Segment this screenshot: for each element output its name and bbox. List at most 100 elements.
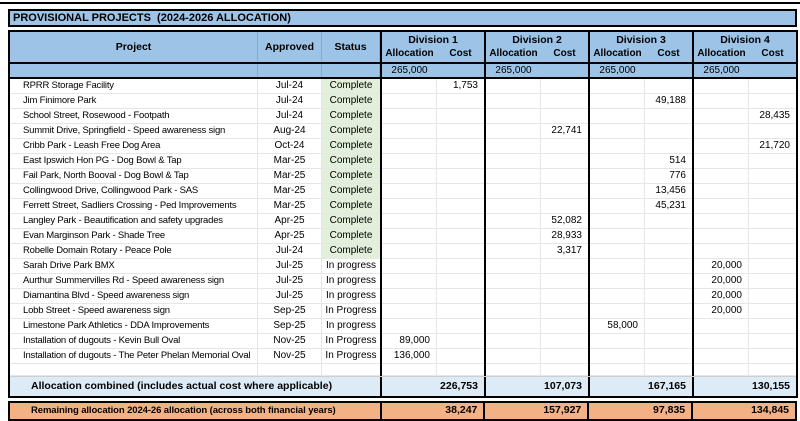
division-2-cost-cell[interactable] bbox=[541, 184, 588, 199]
division-3-allocation-cell[interactable]: 58,000 bbox=[590, 319, 645, 334]
division-2-cost-cell[interactable] bbox=[541, 139, 588, 154]
division-3-cost-subheader[interactable]: Cost bbox=[657, 48, 680, 59]
division-4-allocation-cell[interactable] bbox=[694, 244, 749, 259]
division-2-cost-cell[interactable] bbox=[541, 169, 588, 184]
division-2-allocation-cell[interactable] bbox=[486, 244, 541, 259]
division-1-allocation-cell[interactable] bbox=[382, 199, 437, 214]
project-name-cell[interactable]: Lobb Street - Speed awareness sign bbox=[10, 304, 258, 319]
division-2-cost-subheader[interactable]: Cost bbox=[553, 48, 576, 59]
division-2-allocation-subheader[interactable]: Allocation bbox=[489, 48, 538, 59]
division-3-cost-cell[interactable] bbox=[645, 289, 692, 304]
division-3-allocation-cell[interactable] bbox=[590, 334, 645, 349]
division-1-allocation-cell[interactable] bbox=[382, 304, 437, 319]
division-1-cost-cell[interactable]: 1,753 bbox=[437, 79, 484, 94]
division-2-allocation-cell[interactable] bbox=[486, 349, 541, 364]
division-2-allocation-cell[interactable] bbox=[486, 109, 541, 124]
division-3-allocation-cell[interactable] bbox=[590, 154, 645, 169]
division-4-base-allocation[interactable]: 265,000 bbox=[703, 65, 740, 76]
division-4-allocation-cell[interactable] bbox=[694, 184, 749, 199]
project-name-cell[interactable]: Summit Drive, Springfield - Speed awaren… bbox=[10, 124, 258, 139]
division-1-cost-cell[interactable] bbox=[437, 109, 484, 124]
division-2-base-cost[interactable] bbox=[541, 64, 588, 77]
status-cell[interactable]: In Progress bbox=[322, 334, 380, 349]
combined-value-division-1[interactable]: 226,753 bbox=[380, 377, 484, 396]
division-4-cost-cell[interactable] bbox=[749, 169, 796, 184]
status-cell[interactable]: In Progress bbox=[322, 304, 380, 319]
status-cell[interactable]: Complete bbox=[322, 229, 380, 244]
col-header-status[interactable]: Status bbox=[322, 32, 380, 62]
division-3-cost-cell[interactable] bbox=[645, 244, 692, 259]
project-name-cell[interactable]: Limestone Park Athletics - DDA Improveme… bbox=[10, 319, 258, 334]
division-1-cost-cell[interactable] bbox=[437, 349, 484, 364]
division-2-allocation-cell[interactable] bbox=[486, 214, 541, 229]
division-3-allocation-cell[interactable] bbox=[590, 274, 645, 289]
division-1-cost-cell[interactable] bbox=[437, 214, 484, 229]
division-1-allocation-cell[interactable]: 89,000 bbox=[382, 334, 437, 349]
project-name-cell[interactable]: Evan Marginson Park - Shade Tree bbox=[10, 229, 258, 244]
division-3-allocation-cell[interactable] bbox=[590, 349, 645, 364]
division-3-allocation-cell[interactable] bbox=[590, 244, 645, 259]
division-3-base-allocation[interactable]: 265,000 bbox=[599, 65, 636, 76]
approved-date-cell[interactable]: Nov-25 bbox=[258, 349, 322, 364]
status-cell[interactable]: Complete bbox=[322, 139, 380, 154]
division-3-cost-cell[interactable] bbox=[645, 349, 692, 364]
division-4-allocation-cell[interactable]: 20,000 bbox=[694, 259, 749, 274]
project-name-cell[interactable]: School Street, Rosewood - Footpath bbox=[10, 109, 258, 124]
division-2-allocation-cell[interactable] bbox=[486, 124, 541, 139]
division-3-cost-cell[interactable] bbox=[645, 259, 692, 274]
project-name-cell[interactable]: East Ipswich Hon PG - Dog Bowl & Tap bbox=[10, 154, 258, 169]
division-3-allocation-cell[interactable] bbox=[590, 79, 645, 94]
division-4-allocation-cell[interactable] bbox=[694, 94, 749, 109]
division-3-allocation-cell[interactable] bbox=[590, 289, 645, 304]
division-2-allocation-cell[interactable] bbox=[486, 94, 541, 109]
division-4-allocation-cell[interactable] bbox=[694, 214, 749, 229]
division-2-cost-cell[interactable]: 28,933 bbox=[541, 229, 588, 244]
division-1-cost-cell[interactable] bbox=[437, 124, 484, 139]
division-4-cost-cell[interactable]: 28,435 bbox=[749, 109, 796, 124]
division-4-cost-cell[interactable] bbox=[749, 79, 796, 94]
division-2-base-allocation[interactable]: 265,000 bbox=[495, 65, 532, 76]
blank-project-cell[interactable] bbox=[10, 364, 258, 376]
division-3-cost-cell[interactable] bbox=[645, 139, 692, 154]
project-name-cell[interactable]: Installation of dugouts - Kevin Bull Ova… bbox=[10, 334, 258, 349]
division-1-allocation-cell[interactable] bbox=[382, 139, 437, 154]
division-2-allocation-cell[interactable] bbox=[486, 259, 541, 274]
division-4-allocation-cell[interactable] bbox=[694, 229, 749, 244]
approved-date-cell[interactable]: Sep-25 bbox=[258, 304, 322, 319]
division-2-cost-cell[interactable] bbox=[541, 109, 588, 124]
division-1-allocation-cell[interactable] bbox=[382, 229, 437, 244]
division-4-cost-cell[interactable] bbox=[749, 199, 796, 214]
division-1-cost-cell[interactable] bbox=[437, 304, 484, 319]
division-3-allocation-cell[interactable] bbox=[590, 304, 645, 319]
division-1-allocation-cell[interactable] bbox=[382, 214, 437, 229]
status-cell[interactable]: Complete bbox=[322, 214, 380, 229]
project-name-cell[interactable]: Sarah Drive Park BMX bbox=[10, 259, 258, 274]
division-3-allocation-cell[interactable] bbox=[590, 169, 645, 184]
approved-date-cell[interactable]: Apr-25 bbox=[258, 214, 322, 229]
base-allocation-approved-cell[interactable] bbox=[258, 64, 322, 77]
division-3-allocation-cell[interactable] bbox=[590, 259, 645, 274]
division-2-allocation-cell[interactable] bbox=[486, 79, 541, 94]
project-name-cell[interactable]: Cribb Park - Leash Free Dog Area bbox=[10, 139, 258, 154]
status-cell[interactable]: In progress bbox=[322, 289, 380, 304]
division-1-cost-cell[interactable] bbox=[437, 139, 484, 154]
division-2-header[interactable]: Division 2 bbox=[512, 34, 562, 46]
approved-date-cell[interactable]: Mar-25 bbox=[258, 184, 322, 199]
division-2-allocation-cell[interactable] bbox=[486, 169, 541, 184]
division-4-allocation-cell[interactable] bbox=[694, 139, 749, 154]
project-name-cell[interactable]: Collingwood Drive, Collingwood Park - SA… bbox=[10, 184, 258, 199]
blank-approved-cell[interactable] bbox=[258, 364, 322, 376]
division-2-cost-cell[interactable] bbox=[541, 154, 588, 169]
division-3-cost-cell[interactable]: 514 bbox=[645, 154, 692, 169]
division-1-cost-subheader[interactable]: Cost bbox=[449, 48, 472, 59]
status-cell[interactable]: Complete bbox=[322, 169, 380, 184]
division-1-base-allocation[interactable]: 265,000 bbox=[391, 65, 428, 76]
approved-date-cell[interactable]: Aug-24 bbox=[258, 124, 322, 139]
division-1-cost-cell[interactable] bbox=[437, 319, 484, 334]
division-2-allocation-cell[interactable] bbox=[486, 304, 541, 319]
division-2-cost-cell[interactable] bbox=[541, 304, 588, 319]
combined-value-division-4[interactable]: 130,155 bbox=[692, 377, 796, 396]
division-1-allocation-cell[interactable] bbox=[382, 319, 437, 334]
project-name-cell[interactable]: Langley Park - Beautification and safety… bbox=[10, 214, 258, 229]
division-1-allocation-cell[interactable] bbox=[382, 289, 437, 304]
